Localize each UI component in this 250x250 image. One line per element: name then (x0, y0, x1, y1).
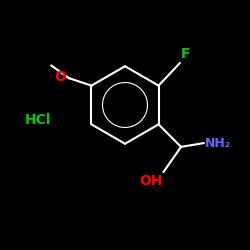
Text: NH₂: NH₂ (205, 136, 231, 149)
Text: HCl: HCl (25, 113, 52, 127)
Text: OH: OH (139, 174, 162, 188)
Text: F: F (181, 46, 190, 60)
Text: O: O (54, 70, 66, 84)
